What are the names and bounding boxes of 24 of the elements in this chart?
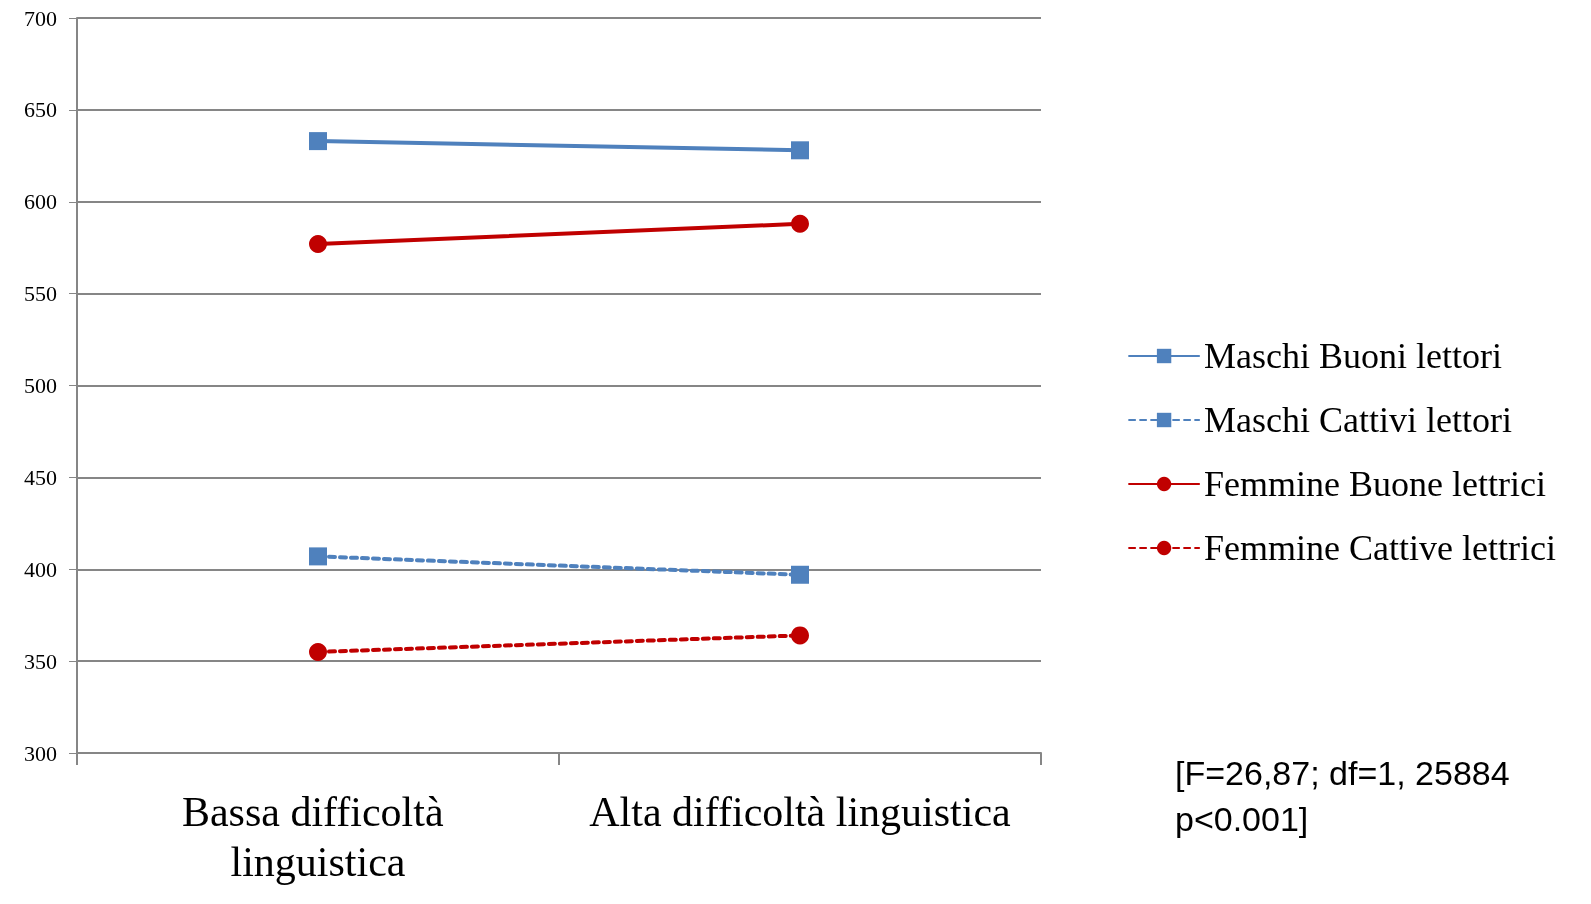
y-tick-label: 550 <box>24 281 57 307</box>
y-tick-label: 700 <box>24 5 57 31</box>
legend-label: Maschi Cattivi lettori <box>1204 400 1513 440</box>
point <box>309 235 327 254</box>
x-tick-label: Alta difficoltà linguistica <box>589 789 1012 835</box>
y-tick-label: 400 <box>24 556 57 582</box>
y-tick-label: 500 <box>24 373 57 398</box>
legend-label: Femmine Cattive lettrici <box>1204 528 1557 568</box>
point <box>791 141 809 160</box>
y-tick-label: 650 <box>24 97 57 123</box>
point <box>791 626 809 645</box>
legend-label: Maschi Buoni lettori <box>1204 336 1503 376</box>
x-tick-label: Bassa difficoltà linguistica <box>181 789 455 885</box>
y-tick-label: 600 <box>24 189 57 215</box>
point <box>309 642 327 661</box>
point <box>791 565 809 584</box>
point <box>309 547 327 566</box>
text: [F=26,87; df=1, 25884 p<0.001] <box>1175 754 1510 838</box>
point <box>791 214 809 233</box>
y-tick-label: 350 <box>24 648 57 674</box>
legend-label: Femmine Buone lettrici <box>1204 464 1547 504</box>
y-tick-label: 450 <box>24 464 57 490</box>
y-tick-label: 300 <box>24 740 57 766</box>
point <box>309 132 327 151</box>
